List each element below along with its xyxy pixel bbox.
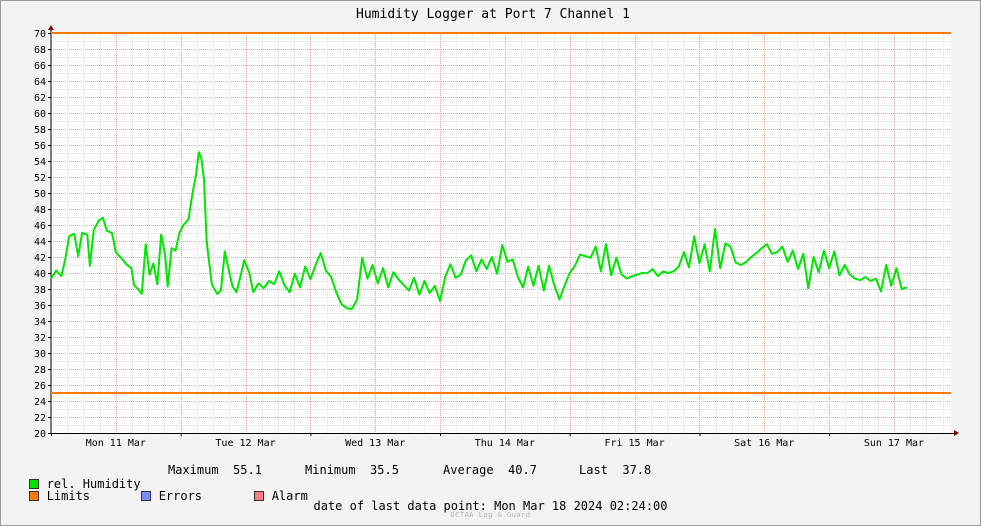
stat-last-label: Last xyxy=(579,463,608,477)
legend-label-errors: Errors xyxy=(158,489,203,503)
y-tick-label: 68 xyxy=(34,45,46,56)
y-tick-label: 70 xyxy=(34,29,46,40)
y-tick-label: 44 xyxy=(34,237,46,248)
stat-minimum: Minimum 35.5 xyxy=(305,463,399,477)
y-tick-label: 58 xyxy=(34,125,46,136)
y-tick-label: 30 xyxy=(34,349,46,360)
last-data-point-label: date of last data point: xyxy=(313,499,487,513)
legend-alarm: Alarm xyxy=(240,475,308,503)
y-tick-label: 20 xyxy=(34,429,46,440)
x-tick-label: Mon 11 Mar xyxy=(86,438,146,449)
x-tick-label: Thu 14 Mar xyxy=(475,438,535,449)
y-tick-label: 48 xyxy=(34,205,46,216)
chart-title: Humidity Logger at Port 7 Channel 1 xyxy=(356,7,630,22)
x-tick-label: Sat 16 Mar xyxy=(734,438,794,449)
y-tick-label: 62 xyxy=(34,93,46,104)
stat-maximum-label: Maximum xyxy=(168,463,219,477)
y-tick-label: 56 xyxy=(34,141,46,152)
legend-swatch-humidity xyxy=(29,479,40,489)
legend-swatch-limits xyxy=(29,491,40,501)
y-tick-label: 28 xyxy=(34,365,46,376)
last-data-point: date of last data point: Mon Mar 18 2024… xyxy=(0,499,981,513)
y-tick-label: 52 xyxy=(34,173,46,184)
last-data-point-value: Mon Mar 18 2024 02:24:00 xyxy=(494,499,668,513)
y-tick-label: 24 xyxy=(34,397,46,408)
y-tick-label: 46 xyxy=(34,221,46,232)
y-tick-label: 38 xyxy=(34,285,46,296)
legend-swatch-alarm xyxy=(254,491,265,501)
brand-watermark: OCTAA Log & Guard xyxy=(450,511,531,519)
y-tick-label: 40 xyxy=(34,269,46,280)
y-tick-label: 50 xyxy=(34,189,46,200)
legend-label-alarm: Alarm xyxy=(271,489,308,503)
legend-humidity: rel. Humidity xyxy=(15,463,141,491)
stat-minimum-label: Minimum xyxy=(305,463,356,477)
stat-maximum-value: 55.1 xyxy=(233,463,262,477)
x-tick-label: Sun 17 Mar xyxy=(864,438,924,449)
legend-limits: Limits xyxy=(15,475,90,503)
stat-average-value: 40.7 xyxy=(508,463,537,477)
y-tick-label: 26 xyxy=(34,381,46,392)
y-tick-label: 66 xyxy=(34,61,46,72)
y-tick-label: 60 xyxy=(34,109,46,120)
stat-last: Last 37.8 xyxy=(579,463,651,477)
stat-minimum-value: 35.5 xyxy=(370,463,399,477)
legend-errors: Errors xyxy=(127,475,202,503)
y-axis-arrow xyxy=(48,25,54,30)
y-tick-label: 64 xyxy=(34,77,46,88)
y-tick-label: 54 xyxy=(34,157,46,168)
y-tick-label: 34 xyxy=(34,317,46,328)
legend-label-humidity: rel. Humidity xyxy=(46,477,141,491)
y-tick-label: 22 xyxy=(34,413,46,424)
stat-last-value: 37.8 xyxy=(622,463,652,477)
x-tick-label: Tue 12 Mar xyxy=(215,438,275,449)
stat-average-label: Average xyxy=(443,463,494,477)
y-tick-label: 42 xyxy=(34,253,46,264)
series-line-humidity xyxy=(50,151,908,310)
stat-maximum: Maximum 55.1 xyxy=(168,463,262,477)
y-tick-label: 36 xyxy=(34,301,46,312)
stat-average: Average 40.7 xyxy=(443,463,537,477)
legend-label-limits: Limits xyxy=(46,489,91,503)
legend-swatch-errors xyxy=(141,491,152,501)
x-axis-arrow xyxy=(954,430,959,436)
y-tick-label: 32 xyxy=(34,333,46,344)
x-tick-label: Wed 13 Mar xyxy=(345,438,405,449)
x-tick-label: Fri 15 Mar xyxy=(604,438,664,449)
